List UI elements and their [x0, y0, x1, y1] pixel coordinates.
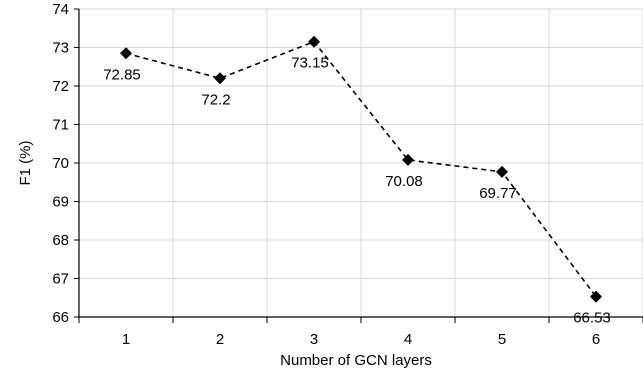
y-tick-label: 74: [52, 1, 69, 18]
data-point-marker: [496, 165, 508, 178]
x-tick-label: 6: [592, 331, 600, 348]
y-axis-title: F1 (%): [17, 140, 34, 185]
data-point-marker: [590, 290, 602, 303]
series-line: [125, 40, 597, 298]
x-tick-label: 2: [216, 331, 224, 348]
data-markers: [120, 35, 602, 303]
data-label: 72.2: [201, 91, 230, 108]
data-label: 73.15: [291, 55, 329, 72]
y-tick-label: 70: [52, 155, 69, 172]
x-tick-label: 3: [310, 331, 318, 348]
x-tick-label: 1: [122, 331, 130, 348]
y-tick-label: 73: [52, 40, 69, 57]
y-tick-label: 69: [52, 194, 69, 211]
y-tick-label: 72: [52, 78, 69, 95]
y-tick-label: 67: [52, 271, 69, 288]
x-axis-title: Number of GCN layers: [280, 352, 432, 369]
data-point-marker: [308, 35, 320, 48]
grid-lines: [79, 8, 643, 317]
data-point-marker: [120, 47, 132, 60]
data-label: 69.77: [479, 185, 517, 202]
x-tick-label: 4: [404, 331, 412, 348]
y-tick-label: 68: [52, 232, 69, 249]
axes: [74, 8, 643, 323]
y-tick-label: 66: [52, 309, 69, 326]
data-label: 66.53: [573, 310, 611, 327]
data-point-marker: [402, 153, 414, 166]
data-label: 72.85: [103, 66, 141, 83]
tick-labels: 66 67 68 69 70 71 72 73 74 1 2 3 4 5 6: [52, 1, 600, 348]
y-tick-label: 71: [52, 117, 69, 134]
data-point-marker: [214, 72, 226, 85]
data-label: 70.08: [385, 173, 423, 190]
x-tick-label: 5: [498, 331, 506, 348]
data-labels: 72.85 72.2 73.15 70.08 69.77 66.53: [103, 55, 611, 327]
